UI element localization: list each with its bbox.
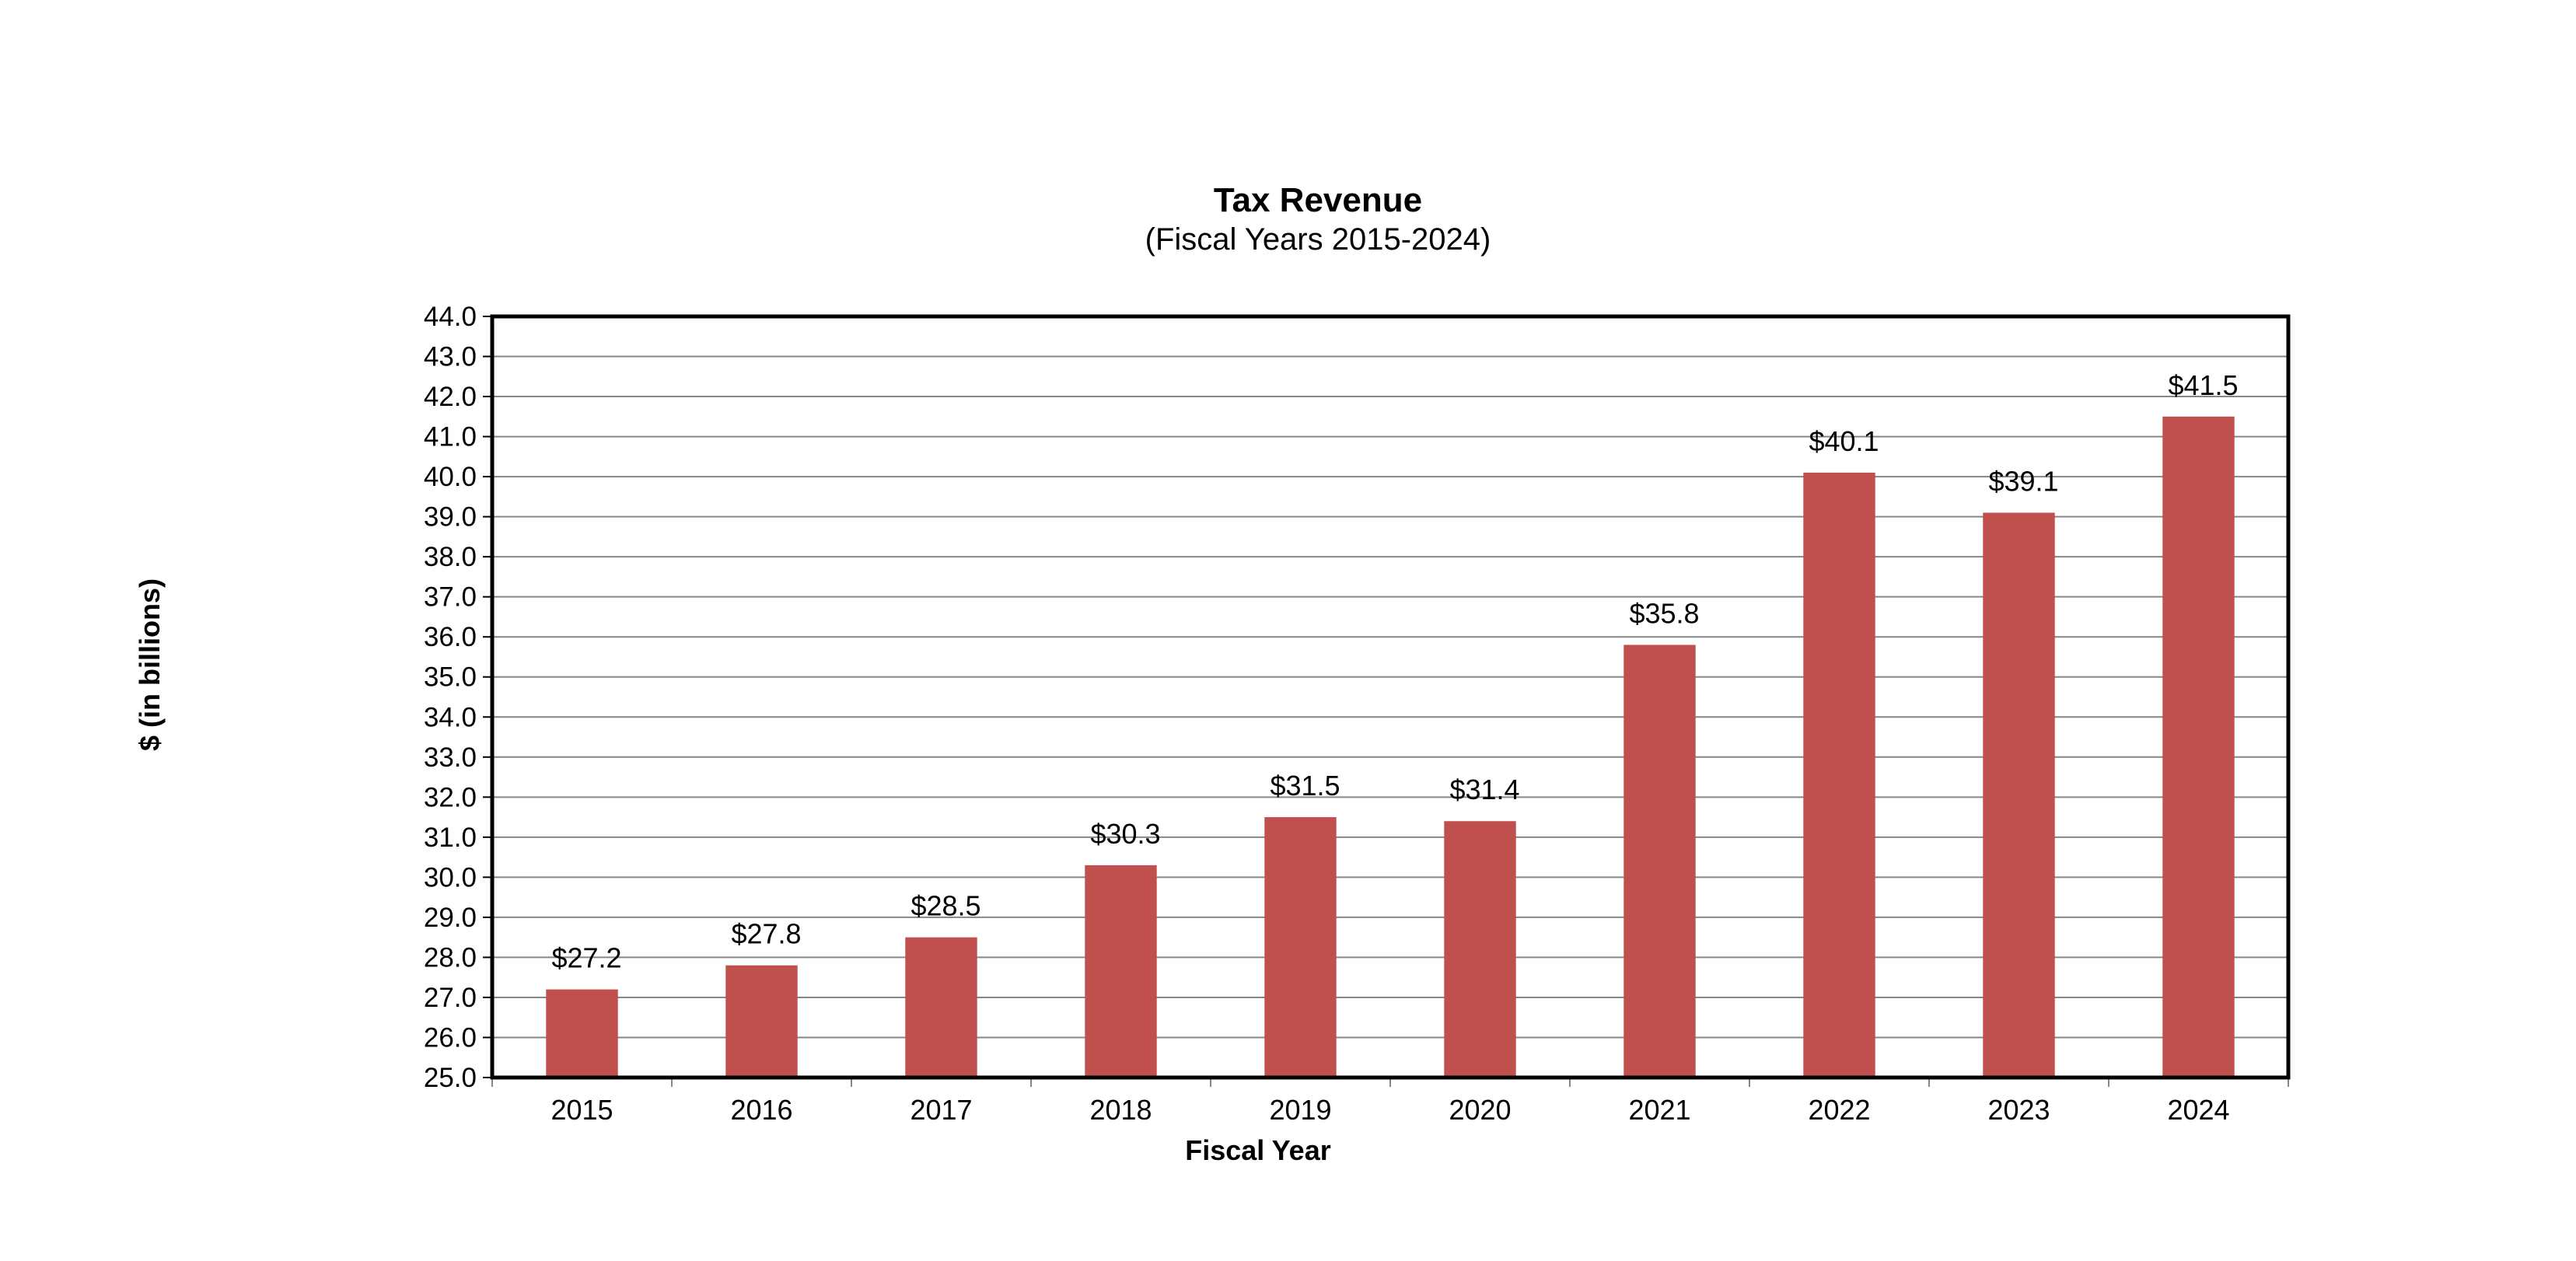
y-tick-label: 37.0 [424, 582, 477, 613]
x-tick-label: 2018 [1089, 1094, 1152, 1126]
chart-title: Tax Revenue [1214, 181, 1422, 219]
data-label-2019: $31.5 [1270, 770, 1340, 802]
x-tick-label: 2021 [1628, 1094, 1690, 1126]
plot-frame [490, 314, 2291, 1080]
y-tick-label: 35.0 [424, 662, 477, 693]
y-tick-label: 25.0 [424, 1063, 477, 1093]
data-label-2022: $40.1 [1809, 425, 1879, 457]
x-axis-title: Fiscal Year [1185, 1134, 1331, 1166]
x-axis-ticks: 2015 2016 2017 2018 2019 2020 2021 2022 2023 2024 [491, 1078, 2289, 1126]
bar-2021 [1624, 644, 1696, 1078]
y-tick-label: 40.0 [424, 462, 477, 492]
y-tick-label: 31.0 [424, 823, 477, 853]
y-tick-label: 39.0 [424, 502, 477, 533]
bar-2019 [1264, 817, 1337, 1078]
data-label-2020: $31.4 [1449, 774, 1519, 805]
data-label-2015: $27.2 [551, 942, 621, 974]
y-tick-label: 27.0 [424, 983, 477, 1013]
bars [546, 416, 2235, 1078]
x-tick-label: 2024 [2167, 1094, 2229, 1126]
data-label-2016: $27.8 [731, 918, 801, 950]
bar-2015 [546, 989, 618, 1078]
y-tick-label: 29.0 [424, 903, 477, 933]
y-tick-label: 44.0 [424, 302, 477, 332]
bar-2024 [2162, 416, 2235, 1078]
y-tick-label: 33.0 [424, 742, 477, 773]
x-tick-label: 2020 [1449, 1094, 1511, 1126]
y-tick-label: 36.0 [424, 622, 477, 652]
y-tick-label: 26.0 [424, 1022, 477, 1053]
chart-subtitle: (Fiscal Years 2015-2024) [1145, 222, 1491, 257]
x-tick-label: 2016 [730, 1094, 792, 1126]
y-tick-label: 28.0 [424, 942, 477, 973]
y-tick-label: 32.0 [424, 782, 477, 812]
x-tick-label: 2019 [1269, 1094, 1331, 1126]
y-tick-label: 30.0 [424, 862, 477, 892]
x-tick-label: 2022 [1808, 1094, 1870, 1126]
bar-2018 [1085, 865, 1157, 1078]
y-tick-label: 43.0 [424, 342, 477, 372]
data-label-2024: $41.5 [2168, 369, 2238, 401]
data-labels: $27.2 $27.8 $28.5 $30.3 $31.5 $31.4 $35.8 $40.1… [551, 369, 2238, 974]
x-tick-label: 2017 [910, 1094, 972, 1126]
y-tick-label: 38.0 [424, 542, 477, 572]
bar-2016 [725, 965, 798, 1078]
data-label-2017: $28.5 [911, 890, 980, 922]
data-label-2021: $35.8 [1629, 598, 1699, 630]
bar-2020 [1444, 821, 1516, 1078]
y-axis-title: $ (in billions) [134, 578, 166, 751]
bar-2017 [905, 937, 977, 1078]
y-tick-label: 34.0 [424, 702, 477, 732]
data-label-2018: $30.3 [1090, 818, 1160, 850]
bar-2022 [1803, 472, 1875, 1078]
data-label-2023: $39.1 [1988, 465, 2058, 497]
y-tick-label: 41.0 [424, 422, 477, 452]
x-tick-label: 2015 [551, 1094, 613, 1126]
x-tick-label: 2023 [1987, 1094, 2050, 1126]
y-axis-ticks: 25.0 26.0 27.0 28.0 29.0 30.0 31.0 32.0 33.0 34.0… [424, 302, 492, 1093]
y-tick-label: 42.0 [424, 382, 477, 412]
bar-2023 [1983, 512, 2055, 1078]
